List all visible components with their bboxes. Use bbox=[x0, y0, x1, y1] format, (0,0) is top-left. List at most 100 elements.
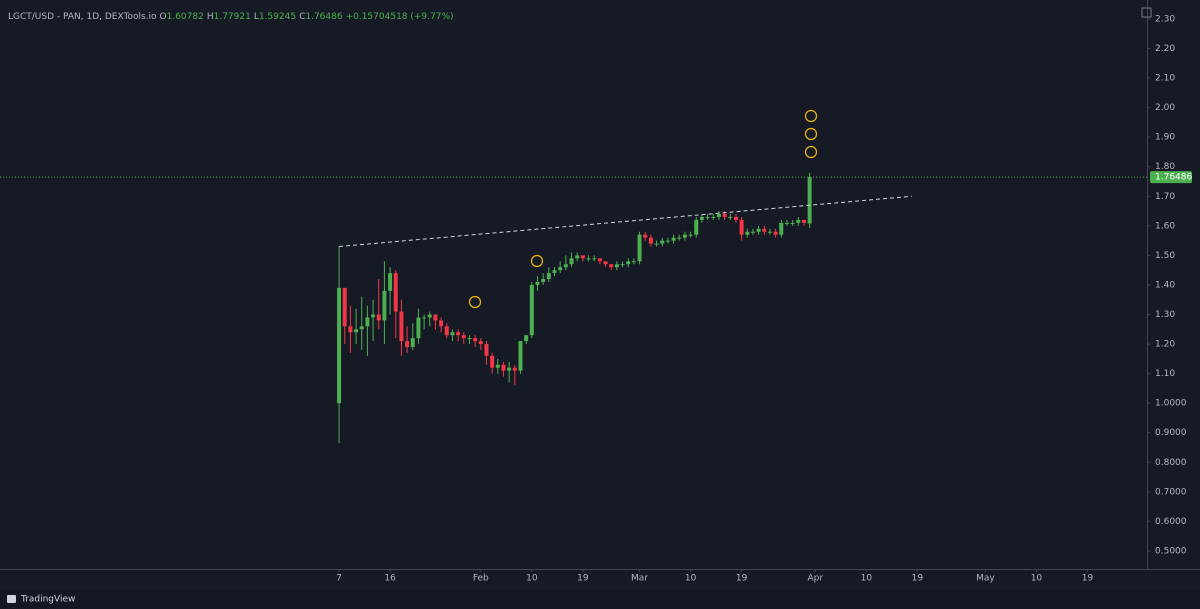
candle-body bbox=[722, 214, 727, 217]
candle-body bbox=[671, 237, 676, 241]
candle-body bbox=[529, 284, 534, 336]
candle-body bbox=[359, 326, 364, 330]
event-icon[interactable] bbox=[468, 295, 482, 309]
settings-icon[interactable] bbox=[1141, 7, 1152, 18]
candle-body bbox=[654, 243, 659, 245]
candle-body bbox=[648, 237, 653, 244]
candle-body bbox=[716, 214, 721, 217]
candle-body bbox=[660, 240, 665, 244]
candle-body bbox=[433, 314, 438, 321]
candle-body bbox=[665, 240, 670, 242]
candle-body bbox=[699, 216, 704, 220]
x-tick-label: May bbox=[976, 574, 995, 584]
candle-body bbox=[762, 228, 767, 232]
symbol-title: LGCT/USD - PAN, 1D, DEXTools.io bbox=[8, 12, 157, 22]
event-icons bbox=[468, 109, 818, 309]
candle-body bbox=[626, 261, 631, 265]
candle-body bbox=[541, 279, 546, 282]
x-tick-label: 19 bbox=[912, 574, 924, 584]
last-price-label: 1.76486 bbox=[1155, 173, 1192, 183]
candle-body bbox=[728, 216, 733, 218]
x-tick-label: 16 bbox=[384, 574, 396, 584]
y-tick-label: 0.6000 bbox=[1155, 517, 1187, 527]
candle-body bbox=[507, 367, 512, 371]
y-tick-label: 1.0000 bbox=[1155, 399, 1187, 409]
candle-body bbox=[337, 287, 342, 404]
y-tick-label: 1.30 bbox=[1155, 310, 1175, 320]
y-tick-label: 2.00 bbox=[1155, 103, 1175, 113]
candle-body bbox=[512, 367, 517, 371]
last-price-badge bbox=[1150, 171, 1192, 184]
y-tick-label: 1.20 bbox=[1155, 340, 1175, 350]
candle-body bbox=[756, 228, 761, 232]
candle-body bbox=[450, 332, 455, 336]
candle-body bbox=[393, 273, 398, 312]
y-tick-label: 1.60 bbox=[1155, 221, 1175, 231]
candle-body bbox=[688, 234, 693, 236]
candle-body bbox=[348, 326, 353, 333]
ohlc-value: 1.76486 bbox=[305, 12, 342, 22]
candle-body bbox=[422, 317, 427, 319]
candle-body bbox=[546, 273, 551, 280]
y-tick-label: 1.90 bbox=[1155, 133, 1175, 143]
candle-body bbox=[388, 273, 393, 291]
candle-body bbox=[371, 314, 376, 318]
candle-body bbox=[376, 314, 381, 321]
legend-header: LGCT/USD - PAN, 1D, DEXTools.io O1.60782 H… bbox=[8, 12, 454, 22]
ohlc-key: H bbox=[207, 12, 214, 22]
candle-body bbox=[597, 258, 602, 262]
candle-body bbox=[518, 341, 523, 371]
x-tick-label: 19 bbox=[577, 574, 589, 584]
candle-body bbox=[563, 264, 568, 268]
candle-body bbox=[342, 287, 347, 327]
brand: TradingView bbox=[20, 595, 75, 605]
x-tick-label: 19 bbox=[1082, 574, 1094, 584]
candle-body bbox=[478, 341, 483, 345]
candle-body bbox=[614, 264, 619, 268]
trendline bbox=[339, 195, 912, 248]
candle-body bbox=[801, 219, 806, 223]
candle-body bbox=[682, 234, 687, 238]
candle-body bbox=[796, 219, 801, 223]
y-tick-label: 1.10 bbox=[1155, 369, 1175, 379]
candle-body bbox=[637, 234, 642, 262]
candle-body bbox=[694, 219, 699, 235]
candle-body bbox=[558, 267, 563, 271]
footer bbox=[0, 590, 1200, 609]
candle-body bbox=[592, 258, 597, 260]
logo-icon bbox=[7, 595, 16, 603]
y-tick-label: 2.30 bbox=[1155, 14, 1175, 24]
candle-body bbox=[484, 344, 489, 356]
x-tick-label: 10 bbox=[1031, 574, 1043, 584]
ohlc-value: 1.59245 bbox=[259, 12, 296, 22]
event-icon[interactable] bbox=[530, 254, 544, 268]
ohlc-key: L bbox=[254, 12, 259, 22]
candle-body bbox=[575, 255, 580, 259]
y-tick-label: 0.9000 bbox=[1155, 428, 1187, 438]
event-icon[interactable] bbox=[804, 127, 818, 141]
candle-body bbox=[535, 281, 540, 285]
candle-body bbox=[807, 177, 812, 224]
ohlc-value: 1.77921 bbox=[214, 12, 251, 22]
candle-body bbox=[501, 364, 506, 371]
x-tick-label: Apr bbox=[808, 574, 824, 584]
candle-body bbox=[410, 338, 415, 348]
candle-body bbox=[603, 261, 608, 265]
candle-body bbox=[456, 332, 461, 336]
y-tick-label: 0.5000 bbox=[1155, 546, 1187, 556]
candle-body bbox=[354, 329, 359, 333]
x-tick-label: 19 bbox=[736, 574, 748, 584]
y-tick-label: 1.80 bbox=[1155, 162, 1175, 172]
x-tick-label: 7 bbox=[336, 574, 342, 584]
event-icon[interactable] bbox=[804, 109, 818, 123]
y-tick-label: 1.70 bbox=[1155, 192, 1175, 202]
candle-body bbox=[705, 216, 710, 218]
event-icon[interactable] bbox=[804, 145, 818, 159]
candle-body bbox=[382, 290, 387, 321]
candle-body bbox=[784, 222, 789, 224]
candle-body bbox=[405, 341, 410, 348]
candle-body bbox=[399, 311, 404, 342]
ohlc-value: 1.60782 bbox=[167, 12, 204, 22]
x-tick-label: 10 bbox=[526, 574, 538, 584]
y-tick-label: 1.40 bbox=[1155, 280, 1175, 290]
